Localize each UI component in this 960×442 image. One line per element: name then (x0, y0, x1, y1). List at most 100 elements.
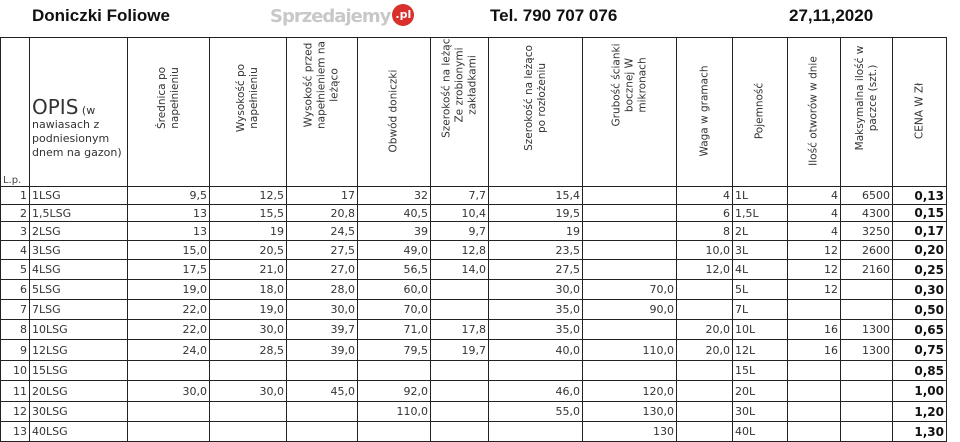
column-header-label: Wysokość po napełnieniu (235, 63, 260, 133)
table-cell: 5 (0, 259, 30, 280)
table-cell: 39,7 (286, 319, 358, 340)
table-cell: 71,0 (357, 319, 431, 340)
column-header-label: Grubość ścianki bocznej W mikronach (610, 43, 648, 127)
table-cell (582, 360, 677, 381)
table-cell: 17,8 (430, 319, 489, 340)
table-cell: 1300 (840, 319, 893, 340)
table-cell (787, 380, 841, 402)
table-cell: 19 (209, 221, 287, 241)
table-cell (286, 421, 358, 442)
table-cell: 2600 (840, 240, 893, 260)
table-row: 10 15LSG 15L 0,85 (0, 360, 947, 381)
table-cell: 3LSG (29, 240, 128, 260)
table-cell: 9,7 (430, 221, 489, 241)
table-cell (787, 360, 841, 381)
table-cell: 40LSG (29, 421, 128, 442)
table-cell: 1 (0, 186, 30, 205)
table-cell (787, 299, 841, 320)
opis-note: (w nawiasach z podniesionym dnem na gazo… (32, 104, 122, 159)
column-header-label: Waga w gramach (698, 65, 710, 157)
column-header: Grubość ścianki bocznej W mikronach (582, 37, 677, 187)
column-header-label: Maksymalna ilość w paczce (szt.) (853, 45, 879, 151)
table-cell: 13 (127, 221, 210, 241)
table-cell: 130,0 (582, 401, 677, 422)
table-cell (430, 380, 489, 402)
column-header-label: Szerokość na leżąco Ze zrobionymi zakład… (440, 37, 478, 138)
price-table: L.p. OPIS (w nawiasach z podniesionym dn… (0, 37, 947, 442)
table-cell: 7LSG (29, 299, 128, 320)
price-cell: 0,15 (892, 204, 947, 222)
table-cell: 6500 (840, 186, 893, 205)
watermark-text: Sprzedajemy (270, 6, 391, 27)
table-cell: 20,0 (676, 319, 733, 340)
table-cell (430, 360, 489, 381)
table-row: 2 1,5LSG 13 15,5 20,8 40,5 10,4 19,5 6 1,5L 4 4300 0… (0, 204, 947, 222)
table-cell: 12 (787, 240, 841, 260)
table-cell: 8 (0, 319, 30, 340)
table-cell: 15,0 (127, 240, 210, 260)
table-cell: 12,5 (209, 186, 287, 205)
table-cell (488, 421, 583, 442)
column-header: Szerokość na leżąco po rozłożeniu (488, 37, 583, 187)
table-cell (127, 421, 210, 442)
table-cell: 2L (732, 221, 788, 241)
table-row: 4 3LSG 15,0 20,5 27,5 49,0 12,8 23,5 10,0 3L 12 260… (0, 240, 947, 260)
table-cell (676, 299, 733, 320)
table-cell (430, 299, 489, 320)
table-cell: 46,0 (488, 380, 583, 402)
table-cell (676, 360, 733, 381)
table-cell (127, 401, 210, 422)
table-cell (209, 421, 287, 442)
table-cell: 13 (127, 204, 210, 222)
table-cell (430, 279, 489, 300)
table-cell: 12LSG (29, 339, 128, 361)
table-cell: 16 (787, 339, 841, 361)
table-cell (676, 380, 733, 402)
table-row: 13 40LSG 130 40L 1,30 (0, 421, 947, 442)
column-header-label: Pojemność (753, 82, 766, 140)
table-cell (840, 279, 893, 300)
table-cell: 17,5 (127, 259, 210, 280)
table-cell (840, 299, 893, 320)
table-cell (286, 360, 358, 381)
table-cell: 130 (582, 421, 677, 442)
table-cell: 22,0 (127, 299, 210, 320)
price-cell: 0,75 (892, 339, 947, 361)
table-cell: 120,0 (582, 380, 677, 402)
table-cell: 24,0 (127, 339, 210, 361)
table-cell: 10 (0, 360, 30, 381)
column-header-label: Szerokość na leżąco po rozłożeniu (522, 45, 548, 151)
table-cell (582, 204, 677, 222)
header-opis: OPIS (w nawiasach z podniesionym dnem na… (29, 37, 128, 187)
table-cell: 16 (787, 319, 841, 340)
table-cell: 20LSG (29, 380, 128, 402)
column-header: Wysokość przed napełnieniem na leżąco (286, 37, 358, 187)
table-row: 1 1LSG 9,5 12,5 17 32 7,7 15,4 4 1L 4 6500 0,13 (0, 186, 947, 205)
table-cell: 10L (732, 319, 788, 340)
table-cell (127, 360, 210, 381)
column-header: Obwód doniczki (357, 37, 431, 187)
table-cell: 45,0 (286, 380, 358, 402)
table-cell: 35,0 (488, 319, 583, 340)
table-cell: 30,0 (127, 380, 210, 402)
table-cell: 2160 (840, 259, 893, 280)
table-cell: 12 (0, 401, 30, 422)
table-cell: 19,0 (209, 299, 287, 320)
table-cell: 12L (732, 339, 788, 361)
table-cell: 5LSG (29, 279, 128, 300)
table-cell (286, 401, 358, 422)
table-cell: 17 (286, 186, 358, 205)
table-row: 7 7LSG 22,0 19,0 30,0 70,0 35,0 90,0 7L 0,50 (0, 299, 947, 320)
table-cell: 20,0 (676, 339, 733, 361)
table-cell: 110,0 (582, 339, 677, 361)
table-cell (582, 319, 677, 340)
table-cell: 90,0 (582, 299, 677, 320)
table-cell: 4 (787, 204, 841, 222)
table-cell: 79,5 (357, 339, 431, 361)
table-cell: 2LSG (29, 221, 128, 241)
column-header: Waga w gramach (676, 37, 733, 187)
table-row: 11 20LSG 30,0 30,0 45,0 92,0 46,0 120,0 20L 1,00 (0, 380, 947, 402)
table-cell: 19 (488, 221, 583, 241)
table-cell: 40,5 (357, 204, 431, 222)
price-cell: 1,20 (892, 401, 947, 422)
